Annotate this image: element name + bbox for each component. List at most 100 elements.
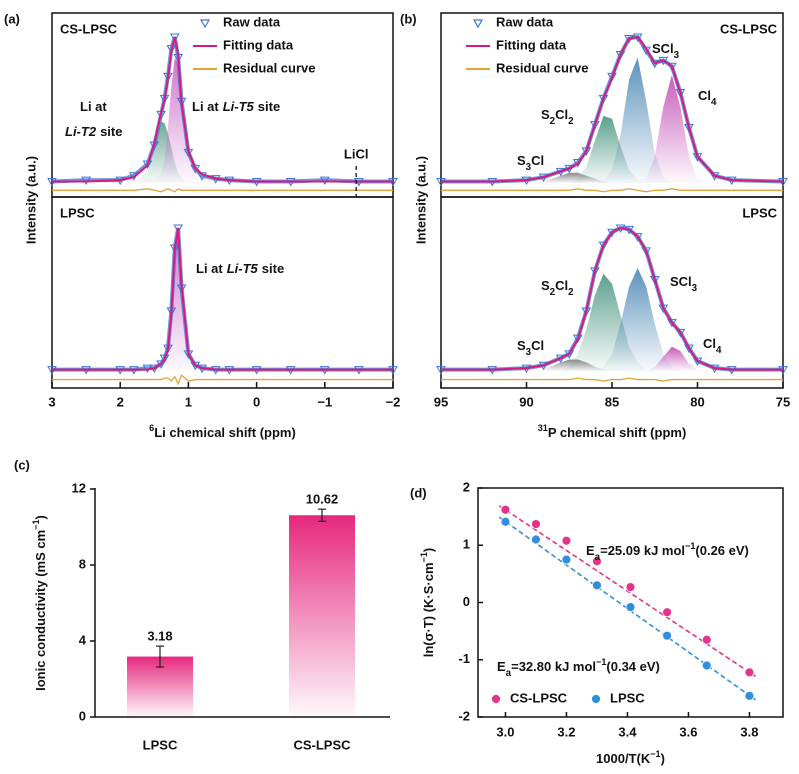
peak-label-part: Li at [192, 99, 219, 114]
data-point [744, 690, 755, 701]
y-axis-title: Intensity (a.u.) [413, 156, 428, 244]
legend-label: CS-LPSC [510, 690, 568, 705]
value-label: 3.18 [147, 629, 172, 644]
raw-data-point [641, 247, 652, 256]
peak-label-part: S [541, 107, 550, 122]
data-point [561, 554, 572, 565]
annotation-part: =32.80 kJ mol [511, 659, 596, 674]
peak-label: SCl3 [652, 41, 680, 61]
x-axis-title-part: −1 [650, 749, 660, 759]
peak-label: Li at Li-T5 site [196, 261, 284, 276]
peak-label: SCl3 [670, 274, 698, 294]
peak-label-part: Cl [555, 278, 568, 293]
peak-label-part: Cl [531, 153, 544, 168]
data-point [625, 602, 636, 612]
panel-label: (c) [14, 457, 30, 472]
fit-line [498, 516, 757, 701]
legend-label: Residual curve [223, 60, 316, 75]
peak-label-part: Li at [80, 99, 107, 114]
y-tick-label: -1 [458, 651, 470, 666]
peak-label-part: 2 [568, 116, 574, 127]
raw-data-point [173, 224, 184, 234]
marker-label: LiCl [344, 146, 369, 161]
plot-frame [51, 196, 394, 389]
legend-marker [472, 19, 484, 29]
legend-label: Residual curve [496, 60, 589, 75]
x-axis-title-part: Li chemical shift (ppm) [154, 425, 296, 440]
peak-label: S3Cl [517, 338, 544, 358]
peak-label-part: site [262, 261, 284, 276]
raw-data-line [52, 227, 393, 372]
peak-label: Cl4 [698, 88, 717, 108]
peak-label-part: Cl [703, 336, 716, 351]
peak-label-part: 3 [692, 283, 698, 294]
raw-data-point [615, 51, 626, 60]
peak-label-part: 3 [526, 347, 532, 358]
legend-marker [591, 694, 601, 704]
panel-label: (a) [4, 11, 20, 26]
annotation-part: =25.09 kJ mol [600, 543, 685, 558]
y-tick-label: 1 [463, 537, 470, 552]
x-tick-label: 3.6 [679, 724, 697, 739]
y-tick-label: 4 [79, 632, 87, 647]
peak-component [441, 273, 783, 371]
sample-label: LPSC [60, 205, 95, 220]
sample-label: LPSC [742, 205, 777, 220]
legend-label: Fitting data [496, 37, 567, 52]
annotation-part: a [506, 668, 512, 679]
data-point [561, 535, 572, 546]
raw-data-point [169, 33, 180, 43]
x-tick-label: CS-LPSC [293, 737, 351, 752]
raw-data-point [632, 233, 643, 242]
residual-curve [52, 188, 393, 193]
sample-label: CS-LPSC [60, 21, 118, 36]
y-axis-title-part: ) [421, 548, 436, 552]
x-tick-label: 85 [605, 394, 619, 409]
peak-label-part: Li at [196, 261, 223, 276]
peak-label: Li at Li-T5 site [192, 99, 280, 114]
y-axis-title: Ionic conductivity (mS cm−1) [31, 515, 48, 691]
raw-data-point [598, 241, 609, 251]
x-tick-label: 90 [519, 394, 533, 409]
data-point [662, 607, 672, 618]
peak-label: S2Cl2 [541, 278, 574, 298]
x-tick-label: −2 [386, 394, 401, 409]
data-point [625, 582, 636, 592]
x-axis-title-part: 31 [538, 423, 548, 433]
annotation-part: (0.26 eV) [695, 543, 748, 558]
raw-data-point [166, 45, 177, 54]
peak-label: S3Cl [517, 153, 544, 173]
residual-curve [52, 374, 393, 386]
raw-data-point [684, 344, 694, 354]
raw-data-point [142, 160, 153, 170]
peak-label-part: SCl [670, 274, 692, 289]
peak-label-part: site [100, 124, 122, 139]
y-axis-title-part: ) [33, 515, 48, 519]
peak-label-part: S [541, 278, 550, 293]
raw-data-point [675, 328, 686, 338]
y-axis-title-part: −1 [31, 519, 41, 529]
peak-component [441, 115, 783, 183]
x-axis-title-part: 6 [149, 423, 154, 433]
x-tick-label: LPSC [143, 737, 178, 752]
panel-label: (b) [400, 11, 417, 26]
legend-label: Fitting data [223, 37, 294, 52]
annotation-part: −1 [596, 657, 606, 667]
x-tick-label: −1 [317, 394, 332, 409]
x-tick-label: 3.8 [740, 724, 758, 739]
peak-label-part: 4 [711, 97, 717, 108]
data-point [701, 660, 712, 671]
peak-label-part: 3 [526, 162, 532, 173]
panel-label: (d) [410, 485, 427, 500]
peak-component [52, 57, 393, 183]
data-point [592, 580, 602, 591]
raw-data-point [572, 334, 583, 344]
peak-label-part: S [517, 153, 526, 168]
data-point [701, 634, 712, 645]
y-tick-label: 12 [72, 480, 86, 495]
y-tick-label: 0 [79, 708, 86, 723]
x-axis-title-part: P chemical shift (ppm) [548, 425, 686, 440]
peak-label-part: SCl [652, 41, 674, 56]
peak-label-part: 2 [550, 287, 556, 298]
peak-label-part: 2 [550, 116, 556, 127]
